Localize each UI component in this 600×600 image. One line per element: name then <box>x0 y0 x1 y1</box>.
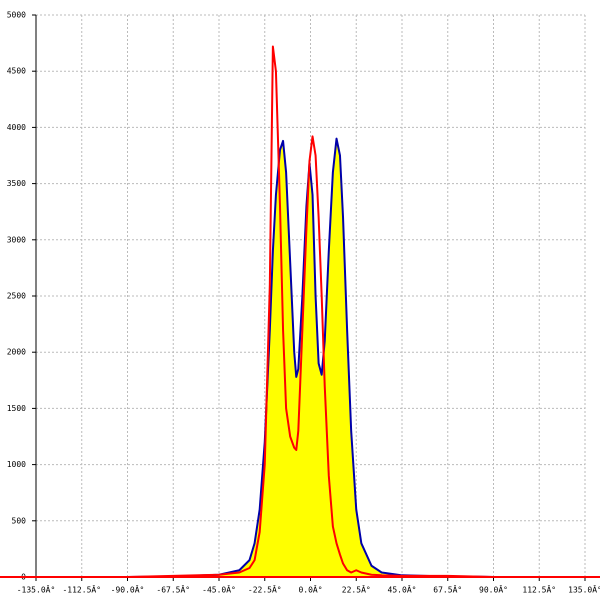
x-tick-label: 67.5Â° <box>433 584 462 595</box>
y-tick-label: 3000 <box>7 235 26 244</box>
y-tick-label: 1000 <box>7 460 26 469</box>
y-tick-label: 1500 <box>7 404 26 413</box>
x-tick-label: 90.0Â° <box>479 584 508 595</box>
x-tick-label: -90.0Â° <box>111 584 145 595</box>
x-tick-label: 45.0Â° <box>388 584 417 595</box>
y-tick-label: 500 <box>12 516 27 525</box>
y-tick-label: 2500 <box>7 292 26 301</box>
y-tick-label: 3500 <box>7 179 26 188</box>
x-tick-label: -135.0Â° <box>17 584 56 595</box>
x-tick-label: 22.5Â° <box>342 584 371 595</box>
y-tick-label: 4500 <box>7 67 26 76</box>
y-tick-label: 4000 <box>7 123 26 132</box>
x-tick-label: 112.5Â° <box>522 584 556 595</box>
x-tick-label: 0.0Â° <box>298 584 322 595</box>
y-tick-label: 2000 <box>7 348 26 357</box>
x-tick-label: 135.0Â° <box>568 584 600 595</box>
x-tick-label: -22.5Â° <box>248 584 282 595</box>
area <box>36 138 585 577</box>
x-tick-label: -112.5Â° <box>62 584 101 595</box>
x-tick-label: -67.5Â° <box>156 584 190 595</box>
line <box>36 45 585 578</box>
y-tick-label: 5000 <box>7 11 26 20</box>
x-tick-label: -45.0Â° <box>202 584 236 595</box>
